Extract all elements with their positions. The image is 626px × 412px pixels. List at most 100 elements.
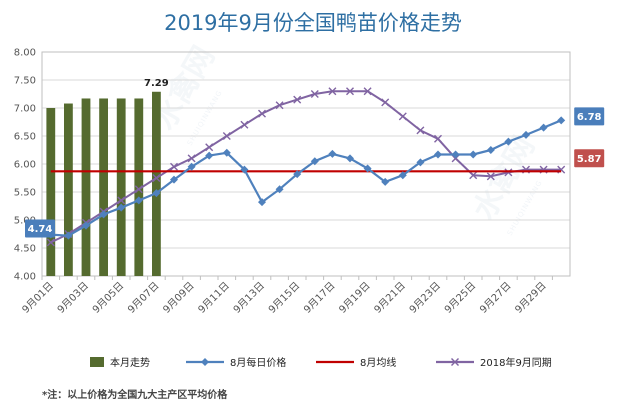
x-tick-label: 9月21日	[372, 280, 408, 316]
data-point	[416, 126, 425, 135]
data-point-stroke	[469, 171, 478, 180]
y-tick-label: 7.00	[14, 104, 36, 115]
data-point	[486, 172, 495, 181]
legend: 本月走势 8月每日价格 8月均线 2018年9月同期	[90, 356, 552, 369]
data-point	[275, 101, 284, 110]
data-point-stroke	[275, 101, 284, 110]
y-tick-label: 5.50	[14, 188, 36, 199]
data-point	[469, 150, 478, 159]
x-tick-label: 9月19日	[337, 280, 373, 316]
watermark: 水禽网 SHUIQINWANG 水禽网 SHUIQINWANG	[147, 41, 544, 237]
legend-label: 本月走势	[110, 356, 150, 369]
watermark-text: 水禽网	[467, 131, 542, 226]
data-point	[310, 90, 319, 98]
data-point	[205, 143, 214, 152]
data-point	[328, 149, 337, 158]
data-point	[222, 132, 231, 140]
x-tick-label: 9月23日	[407, 280, 443, 316]
data-point-stroke	[46, 238, 55, 247]
data-point-stroke	[222, 132, 231, 140]
data-point	[170, 162, 178, 171]
data-point	[504, 137, 513, 146]
data-point	[240, 165, 249, 174]
data-point	[363, 164, 372, 173]
y-tick-label: 6.00	[14, 160, 36, 171]
footnote: *注：以上价格为全国九大主产区平均价格	[42, 388, 228, 401]
legend-item: 8月均线	[316, 356, 396, 369]
bar	[46, 108, 56, 276]
y-tick-label: 4.00	[14, 272, 36, 283]
first-value-label-bg	[25, 219, 55, 238]
data-point	[293, 95, 302, 104]
legend-label: 8月每日价格	[230, 356, 286, 369]
data-point	[381, 177, 390, 186]
data-point-stroke	[205, 143, 214, 152]
legend-label: 2018年9月同期	[480, 356, 552, 369]
data-point	[346, 154, 354, 163]
bar	[99, 98, 108, 276]
legend-item: 本月走势	[90, 356, 150, 369]
data-point	[434, 150, 442, 159]
x-tick-label: 9月05日	[90, 280, 126, 316]
data-point	[258, 198, 266, 207]
data-point	[46, 238, 55, 247]
x-tick-label: 9月17日	[301, 280, 337, 316]
bar	[64, 103, 73, 277]
data-point	[187, 162, 196, 171]
data-point	[170, 175, 178, 184]
bar-series	[46, 91, 161, 277]
last-value-label: 6.78	[574, 107, 605, 126]
data-point	[346, 87, 354, 96]
data-point	[486, 146, 495, 154]
data-point-stroke	[346, 87, 354, 96]
data-point	[258, 109, 266, 118]
x-axis: 9月01日 9月03日 9月05日 9月07日 9月09日 9月11日 9月13日 9月15日…	[20, 276, 553, 316]
y-tick-label: 8.00	[14, 48, 36, 59]
x-tick-label: 9月11日	[196, 280, 232, 316]
data-point	[434, 134, 442, 143]
data-point-stroke	[363, 87, 372, 96]
data-point	[117, 203, 126, 212]
x-tick-label: 9月29日	[513, 280, 549, 316]
data-point-stroke	[170, 162, 178, 171]
data-point	[222, 148, 231, 157]
last-value-label-text: 6.78	[577, 112, 602, 123]
data-point-stroke	[434, 134, 442, 143]
bar	[81, 98, 91, 276]
data-point	[134, 185, 143, 194]
data-point	[363, 87, 372, 96]
data-point	[539, 123, 548, 132]
data-point	[205, 151, 214, 160]
x-tick-label: 9月09日	[161, 280, 197, 316]
data-point-stroke	[310, 90, 319, 98]
data-point-stroke	[258, 109, 266, 118]
data-point-stroke	[240, 120, 249, 129]
bar	[116, 98, 126, 276]
data-point-stroke	[187, 154, 196, 163]
average-value-label: 5.87	[574, 149, 605, 168]
data-point-stroke	[152, 174, 161, 182]
legend-label: 8月均线	[360, 356, 396, 369]
x-tick-label: 9月27日	[477, 280, 513, 316]
last-value-label-bg	[574, 107, 605, 126]
bar	[152, 91, 161, 276]
legend-marker	[201, 358, 209, 366]
line-series	[46, 87, 566, 247]
y-axis: 4.00 4.50 5.00 5.50 6.00 6.50 7.00 7.50 8.00	[14, 48, 36, 283]
x-tick-label: 9月25日	[442, 280, 478, 316]
data-point	[398, 112, 407, 121]
data-point	[99, 210, 108, 219]
data-labels: 7.29 4.74 6.78 5.87	[25, 78, 605, 238]
data-point	[117, 196, 126, 205]
data-point	[398, 171, 407, 180]
y-tick-label: 7.50	[14, 76, 36, 87]
data-point	[240, 120, 249, 129]
data-point	[152, 174, 161, 182]
data-point	[451, 150, 460, 159]
y-tick-label: 5.00	[14, 216, 36, 227]
legend-item: 2018年9月同期	[436, 356, 552, 369]
data-point-stroke	[134, 185, 143, 194]
data-point	[381, 98, 390, 107]
